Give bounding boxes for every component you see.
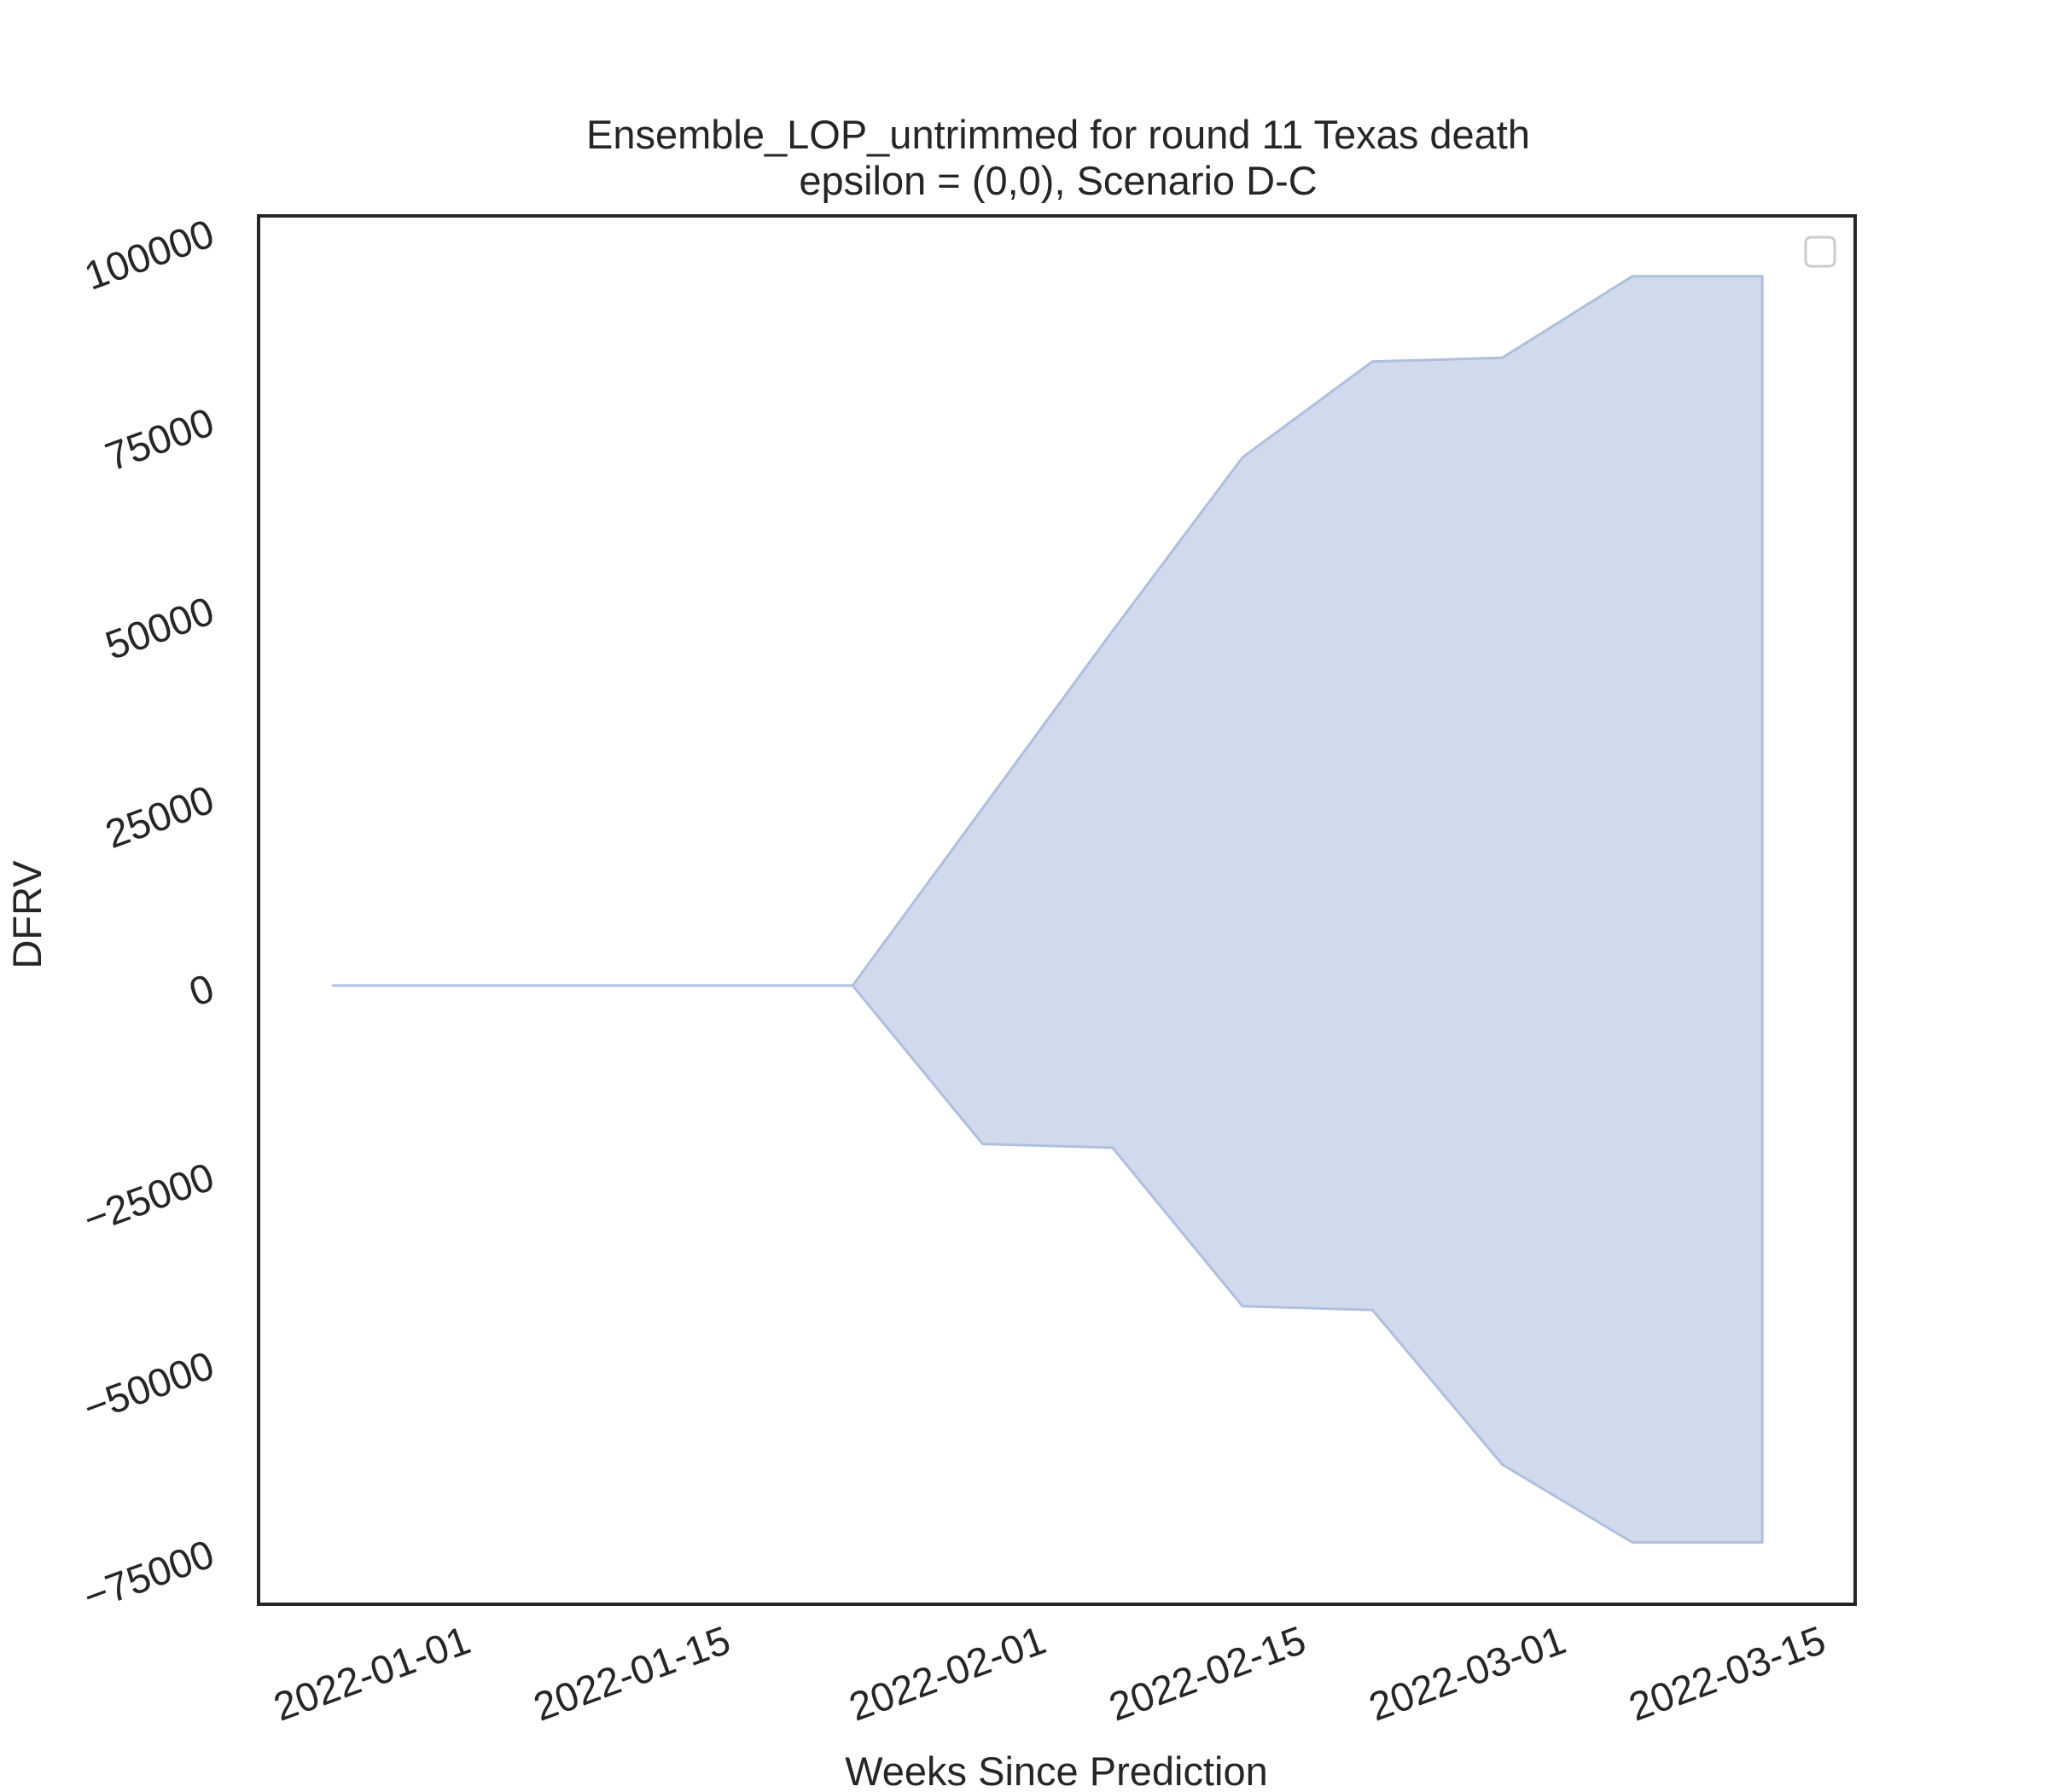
y-tick-label: 100000 bbox=[79, 210, 220, 298]
x-tick-labels: 2022-01-01 2022-01-15 2022-02-01 2022-02-15… bbox=[268, 1617, 1831, 1730]
x-axis-label: Weeks Since Prediction bbox=[845, 1748, 1267, 1792]
band-layer bbox=[331, 275, 1764, 1544]
legend-box bbox=[1804, 236, 1836, 268]
y-tick-label: −75000 bbox=[78, 1531, 220, 1620]
y-tick-label: 75000 bbox=[99, 399, 219, 480]
y-tick-labels: −75000 −50000 −25000 0 25000 50000 75000 100000 bbox=[78, 210, 220, 1619]
chart-title: Ensemble_LOP_untrimmed for round 11 Texa… bbox=[586, 112, 1530, 157]
x-tick-label: 2022-01-01 bbox=[268, 1617, 476, 1730]
x-tick-label: 2022-02-15 bbox=[1103, 1617, 1312, 1730]
y-tick-label: −25000 bbox=[78, 1154, 220, 1242]
uncertainty-band bbox=[331, 275, 1764, 1544]
x-tick-label: 2022-02-01 bbox=[843, 1617, 1051, 1730]
y-tick-label: −50000 bbox=[78, 1342, 220, 1431]
plot-frame bbox=[257, 214, 1857, 1606]
y-tick-label: 25000 bbox=[99, 776, 219, 857]
x-tick-label: 2022-03-01 bbox=[1363, 1617, 1571, 1730]
chart-subtitle: epsilon = (0,0), Scenario D-C bbox=[799, 158, 1317, 203]
x-tick-label: 2022-03-15 bbox=[1623, 1617, 1831, 1730]
y-tick-label: 50000 bbox=[99, 587, 219, 668]
y-axis-label: DFRV bbox=[4, 860, 49, 969]
x-tick-label: 2022-01-15 bbox=[527, 1617, 736, 1730]
y-tick-label: 0 bbox=[183, 964, 220, 1015]
